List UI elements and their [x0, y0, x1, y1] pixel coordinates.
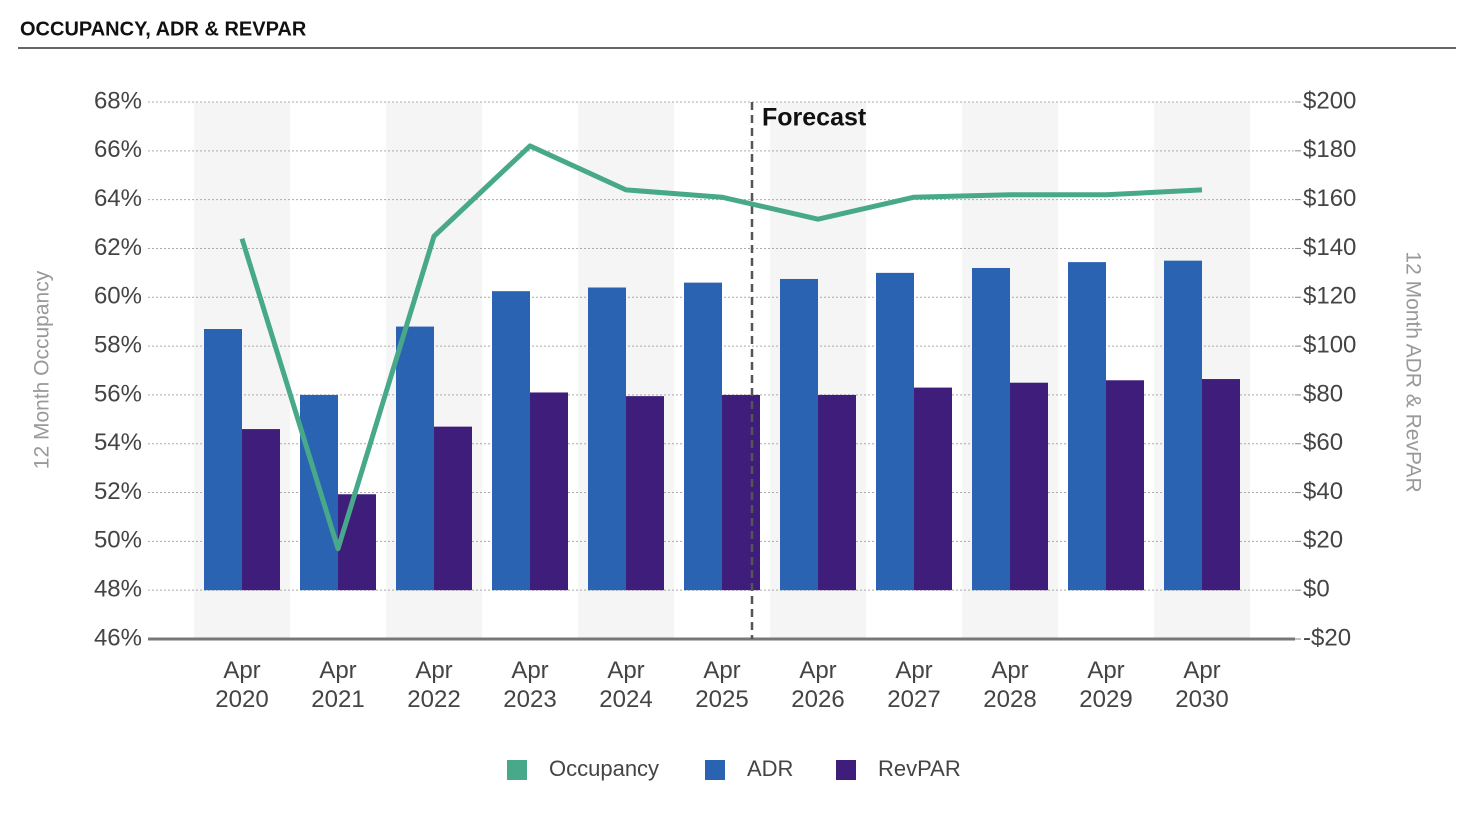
y-tick-label: 52% — [94, 478, 142, 505]
x-tick-label: Apr 2024 — [599, 657, 652, 713]
y2-axis-label: 12 Month ADR & RevPAR — [1401, 251, 1424, 492]
y-axis-label: 12 Month Occupancy — [31, 270, 54, 469]
x-tick-label: Apr 2026 — [791, 657, 844, 713]
y2-tick-label: $0 — [1303, 576, 1330, 603]
bar — [1068, 262, 1106, 591]
y2-tick-label: $140 — [1303, 234, 1356, 261]
bar — [242, 429, 280, 591]
y-tick-label: 50% — [94, 527, 142, 554]
chart-title: OCCUPANCY, ADR & REVPAR — [20, 18, 307, 40]
bar — [1106, 380, 1144, 591]
x-tick-label: Apr 2027 — [887, 657, 940, 713]
y-tick-label: 66% — [94, 136, 142, 163]
bar — [780, 278, 818, 591]
x-tick-label: Apr 2021 — [311, 657, 364, 713]
bar — [626, 396, 664, 591]
x-tick-label: Apr 2022 — [407, 657, 460, 713]
x-tick-label: Apr 2023 — [503, 657, 556, 713]
line — [239, 143, 1203, 552]
bar — [818, 394, 856, 591]
y2-tick-label: $40 — [1303, 478, 1343, 505]
x-tick-label: Apr 2028 — [983, 657, 1036, 713]
x-tick-label: Apr 2020 — [215, 657, 268, 713]
y-tick-label: 62% — [94, 234, 142, 261]
legend-label: RevPAR — [878, 756, 961, 781]
legend-label: ADR — [747, 756, 793, 781]
y-tick-label: 54% — [94, 429, 142, 456]
y2-tick-label: $160 — [1303, 185, 1356, 212]
y-tick-label: 46% — [94, 624, 142, 651]
bar — [530, 392, 568, 591]
legend-swatch — [705, 760, 725, 780]
x-tick-label: Apr 2029 — [1079, 657, 1132, 713]
bar — [1164, 260, 1202, 591]
bar — [204, 329, 242, 591]
bar — [722, 394, 760, 591]
bar — [1202, 379, 1240, 591]
y-tick-label: 58% — [94, 331, 142, 358]
bar — [914, 387, 952, 591]
bar — [684, 282, 722, 591]
x-tick-label: Apr 2025 — [695, 657, 748, 713]
y-tick-label: 48% — [94, 576, 142, 603]
y2-tick-label: $60 — [1303, 429, 1343, 456]
x-tick-label: Apr 2030 — [1175, 657, 1228, 713]
y2-tick-label: $80 — [1303, 380, 1343, 407]
bar — [1010, 382, 1048, 591]
y2-tick-label: $100 — [1303, 331, 1356, 358]
legend-swatch — [507, 760, 527, 780]
y-tick-label: 56% — [94, 380, 142, 407]
legend-swatch — [836, 760, 856, 780]
annotation: Forecast — [762, 104, 867, 132]
bar — [338, 494, 376, 591]
y-tick-label: 60% — [94, 283, 142, 310]
bar — [492, 291, 530, 591]
bar — [588, 287, 626, 591]
y2-tick-label: $20 — [1303, 527, 1343, 554]
y2-tick-label: -$20 — [1303, 624, 1351, 651]
bar — [434, 426, 472, 591]
bar — [972, 267, 1010, 591]
y2-tick-label: $120 — [1303, 283, 1356, 310]
y-tick-label: 64% — [94, 185, 142, 212]
bar — [396, 326, 434, 591]
y2-tick-label: $180 — [1303, 136, 1356, 163]
y2-tick-label: $200 — [1303, 87, 1356, 114]
bar — [876, 272, 914, 591]
y-tick-label: 68% — [94, 87, 142, 114]
legend-label: Occupancy — [549, 756, 659, 781]
